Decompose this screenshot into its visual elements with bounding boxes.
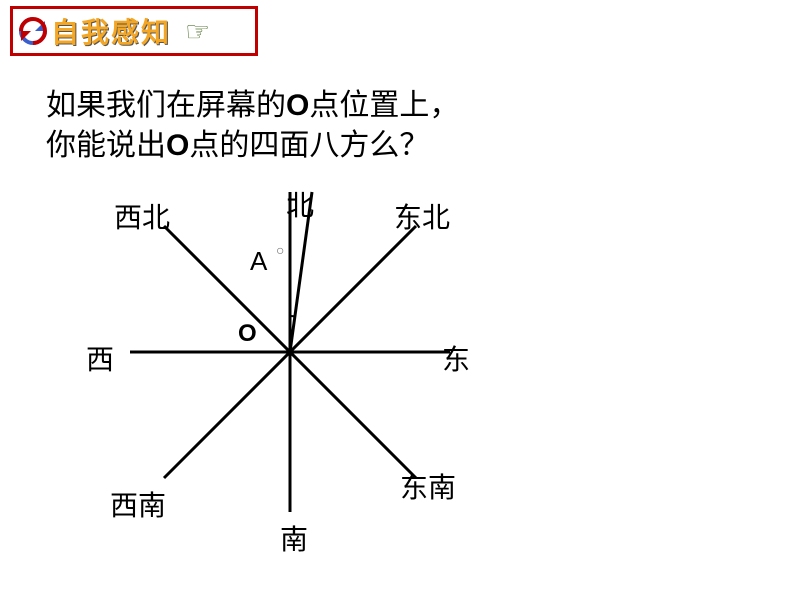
header-badge: 自我感知 ☞ [10, 6, 258, 56]
dir-label-southwest: 西南 [110, 484, 166, 524]
center-o-label: O [238, 320, 257, 348]
dir-label-southeast: 东南 [400, 466, 456, 506]
dir-label-west: 西 [86, 338, 114, 378]
angle-a-label: A [250, 246, 267, 277]
refresh-icon [17, 15, 49, 47]
dir-label-north: 北 [286, 184, 314, 224]
compass-diagram: O A ○ 北南 东 西 东北 西北东南 西南 [80, 180, 520, 580]
q-line1-pre: 如果我们在屏幕的 [46, 89, 286, 122]
pointer-icon: ☞ [185, 15, 210, 48]
header-label: 自我感知 [51, 11, 171, 51]
dir-label-northwest: 西北 [114, 196, 170, 236]
dir-label-east: 东 [442, 338, 470, 378]
q-line2-pre: 你能说出 [46, 129, 166, 162]
q-line1-o: O [286, 89, 309, 122]
q-line2-post: 点的四面八方么？ [189, 129, 429, 162]
q-line2-o: O [166, 129, 189, 162]
question-text: 如果我们在屏幕的O点位置上， 你能说出O点的四面八方么？ [46, 86, 459, 166]
small-circle: ○ [276, 242, 284, 258]
dir-label-south: 南 [280, 518, 308, 558]
q-line1-post: 点位置上， [309, 89, 459, 122]
dir-label-northeast: 东北 [394, 196, 450, 236]
